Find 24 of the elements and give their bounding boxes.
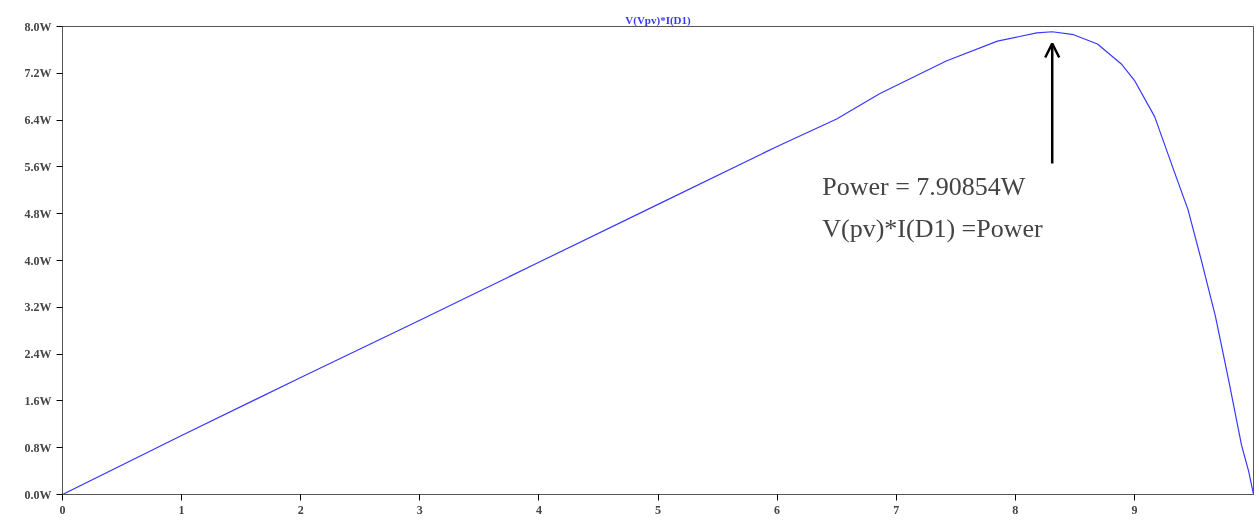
y-tick-label: 2.4W xyxy=(24,347,52,362)
x-tick-label: 1 xyxy=(178,502,185,517)
x-tick-label: 7 xyxy=(893,502,900,517)
y-tick-label: 1.6W xyxy=(24,393,52,408)
y-tick-label: 0.0W xyxy=(24,487,52,502)
x-tick-label: 0 xyxy=(59,502,66,517)
annotation: V(pv)*I(D1) =Power xyxy=(822,213,1043,243)
x-tick-label: 4 xyxy=(535,502,542,517)
y-tick-label: 6.4W xyxy=(24,113,52,128)
x-tick-label: 3 xyxy=(416,502,423,517)
y-tick-label: 7.2W xyxy=(24,66,52,81)
x-tick-label: 5 xyxy=(655,502,661,517)
y-tick-label: 4.0W xyxy=(24,253,52,268)
y-tick-label: 4.8W xyxy=(24,206,52,221)
x-tick-label: 9 xyxy=(1131,502,1138,517)
y-tick-label: 3.2W xyxy=(24,300,52,315)
x-tick-label: 6 xyxy=(774,502,781,517)
chart-title: V(Vpv)*I(D1) xyxy=(625,13,692,27)
x-tick-label: 2 xyxy=(297,502,304,517)
annotation: Power = 7.90854W xyxy=(822,171,1026,201)
y-tick-label: 5.6W xyxy=(24,159,52,174)
y-tick-label: 8.0W xyxy=(24,19,52,34)
y-tick-label: 0.8W xyxy=(24,440,52,455)
x-tick-label: 8 xyxy=(1012,502,1019,517)
